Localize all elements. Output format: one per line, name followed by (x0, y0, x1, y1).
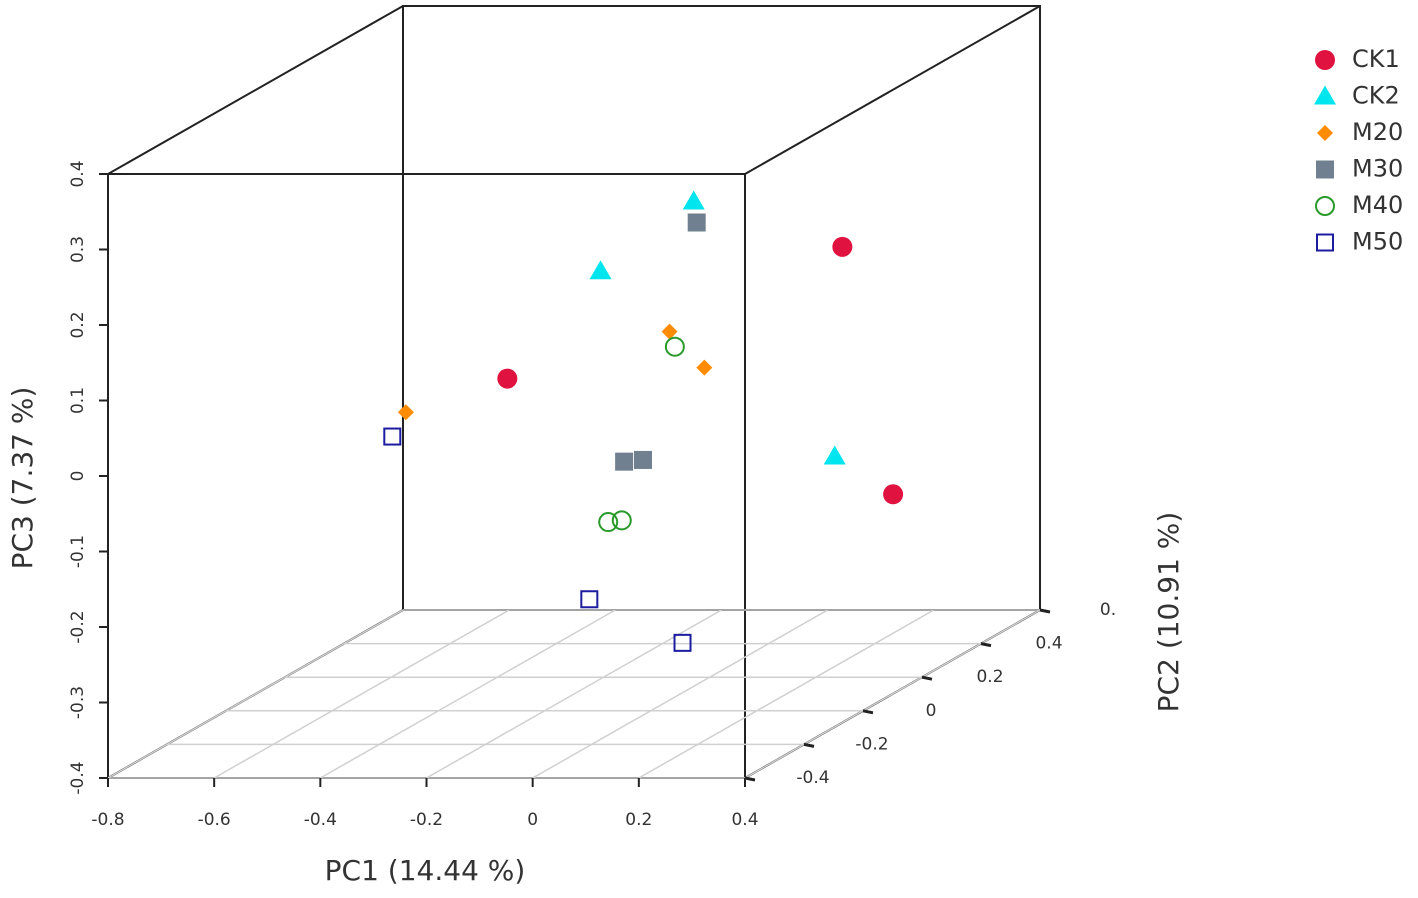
point (696, 359, 713, 376)
z-tick-label: 0.3 (68, 236, 88, 263)
point (497, 368, 518, 389)
x-tick-label: 0.4 (731, 810, 758, 830)
y-tick (803, 742, 815, 748)
z-tick-label: -0.1 (68, 535, 88, 568)
grid-line (638, 609, 935, 779)
point (661, 323, 678, 340)
legend-marker (1316, 233, 1334, 252)
point (883, 484, 904, 505)
x-tick-label: -0.8 (91, 810, 124, 830)
point (397, 404, 414, 421)
legend-marker (1317, 125, 1333, 141)
legend-marker (1316, 160, 1334, 179)
point (823, 445, 846, 465)
x-tick-label: -0.2 (410, 810, 443, 830)
grid-line (213, 609, 510, 779)
box-edge (744, 5, 1041, 175)
legend-label: M30 (1352, 155, 1403, 183)
point (589, 260, 612, 280)
z-tick-label: 0 (68, 471, 88, 482)
legend-label: CK1 (1352, 45, 1400, 73)
point (580, 590, 599, 609)
point (682, 190, 705, 210)
grid-line (744, 609, 1041, 779)
z-tick-label: 0.1 (68, 387, 88, 414)
legend-label: M40 (1352, 191, 1403, 219)
legend-marker (1315, 50, 1335, 70)
legend-marker (1314, 85, 1336, 105)
legend-label: M20 (1352, 118, 1403, 146)
legend-label: M50 (1352, 228, 1403, 256)
x-tick-label: 0 (527, 810, 538, 830)
point (832, 236, 853, 257)
y-tick (980, 642, 992, 648)
point (383, 427, 402, 446)
box (107, 5, 1041, 779)
legend-label: CK2 (1352, 82, 1400, 110)
z-tick-label: -0.3 (68, 686, 88, 719)
y-tick-label: 0.2 (976, 667, 1003, 687)
x-axis-label: PC1 (14.44 %) (325, 854, 526, 887)
front-face (107, 173, 746, 779)
z-tick-label: 0.4 (68, 160, 88, 187)
z-tick-label: 0.2 (68, 311, 88, 338)
y-tick-label: 0 (926, 701, 937, 721)
z-axis-label: PC3 (7.37 %) (6, 387, 39, 570)
y-tick-label: -0.2 (855, 734, 888, 754)
box-edge (107, 5, 404, 175)
grid-line (532, 609, 829, 779)
y-tick-label: -0.4 (796, 768, 829, 788)
y-tick (1039, 608, 1051, 614)
back-face (402, 5, 1041, 611)
point (598, 512, 619, 533)
y-tick (862, 709, 874, 715)
y-tick (921, 675, 933, 681)
point (611, 510, 632, 531)
z-tick-label: -0.2 (68, 610, 88, 643)
point (634, 450, 653, 469)
x-tick-label: 0.2 (625, 810, 652, 830)
grid-line (107, 609, 404, 779)
y-tick-label: 0. (1100, 600, 1116, 620)
y-tick (744, 776, 756, 782)
point (615, 452, 634, 471)
grid-line (426, 609, 722, 779)
legend-marker (1315, 196, 1335, 216)
point (664, 336, 685, 357)
x-tick-label: -0.4 (304, 810, 337, 830)
grid-line (319, 609, 616, 779)
x-tick-label: -0.6 (198, 810, 231, 830)
point (687, 213, 706, 232)
y-tick-label: 0.4 (1035, 634, 1062, 654)
point (673, 633, 692, 652)
y-axis-label: PC2 (10.91 %) (1152, 512, 1185, 713)
z-tick-label: -0.4 (68, 761, 88, 794)
